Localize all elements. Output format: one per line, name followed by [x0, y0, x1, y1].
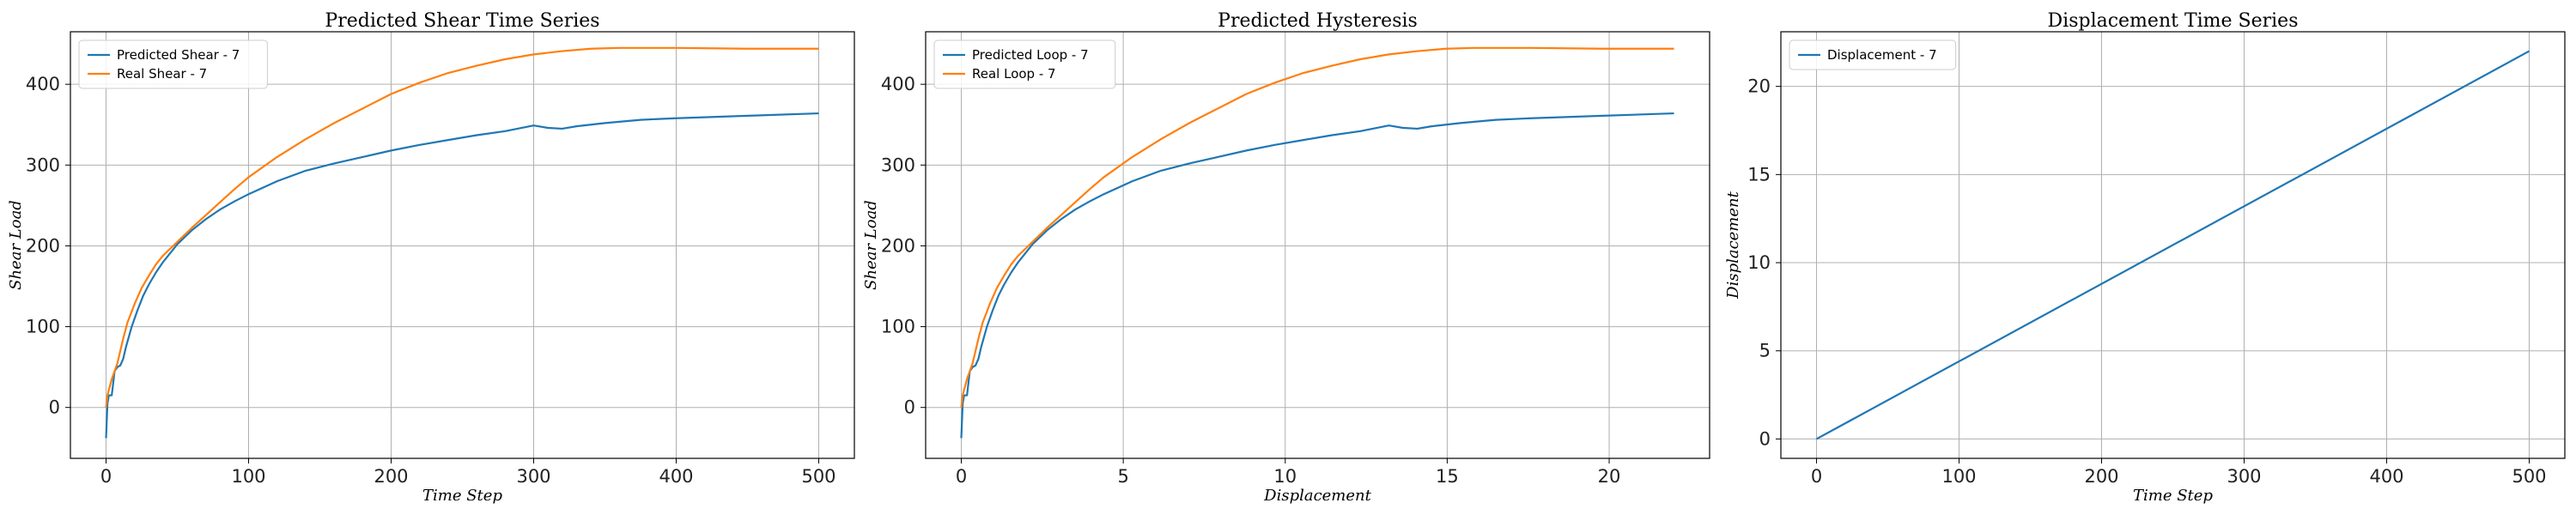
- y-tick-label: 300: [26, 154, 60, 175]
- legend-box: [933, 39, 1116, 89]
- series-line-2: [960, 46, 1674, 408]
- x-tick-label: 100: [231, 466, 265, 487]
- x-tick-label: 500: [2512, 466, 2546, 487]
- y-axis-label: Shear Load: [7, 200, 25, 290]
- y-tick-label: 400: [881, 74, 915, 94]
- plot-frame: [925, 31, 1710, 459]
- x-tick-label: 300: [2227, 466, 2261, 487]
- x-tick-label: 500: [801, 466, 835, 487]
- x-tick-label: 200: [374, 466, 408, 487]
- x-tick-label: 20: [1598, 466, 1621, 487]
- y-tick-label: 400: [26, 74, 60, 94]
- x-axis-label: Displacement: [1263, 487, 1371, 505]
- x-axis-label: Time Step: [422, 487, 502, 505]
- y-tick-label: 100: [26, 317, 60, 337]
- series-line-2: [105, 46, 819, 408]
- legend-label: Real Shear - 7: [117, 66, 207, 82]
- chart-title: Predicted Shear Time Series: [325, 10, 599, 32]
- plot-frame: [1780, 31, 2566, 459]
- y-tick-label: 0: [904, 397, 915, 418]
- x-tick-label: 400: [659, 466, 693, 487]
- series-line-1: [1815, 50, 2530, 440]
- x-tick-label: 0: [100, 466, 112, 487]
- x-tick-label: 10: [1273, 466, 1297, 487]
- x-tick-label: 0: [1811, 466, 1822, 487]
- y-tick-label: 0: [49, 397, 60, 418]
- legend-label: Real Loop - 7: [972, 66, 1056, 82]
- x-tick-label: 0: [956, 466, 967, 487]
- legend-box: [78, 39, 268, 89]
- x-tick-label: 100: [1941, 466, 1976, 487]
- y-tick-label: 20: [1747, 76, 1771, 97]
- y-tick-label: 300: [881, 154, 915, 175]
- x-tick-label: 15: [1436, 466, 1459, 487]
- y-tick-label: 5: [1759, 341, 1771, 361]
- chart-panel-1: 0 100 200 300 400 500 0 100 200 300 400 Predicted S…: [7, 10, 855, 505]
- chart-title: Predicted Hysteresis: [1218, 10, 1418, 32]
- y-tick-label: 10: [1747, 252, 1771, 273]
- chart-title: Displacement Time Series: [2048, 10, 2299, 32]
- legend-label: Predicted Shear - 7: [117, 47, 240, 63]
- x-axis-label: Time Step: [2133, 487, 2213, 505]
- chart-panel-3: 0 100 200 300 400 500 0 5 10 15 20 Displacement Tim…: [1724, 10, 2566, 505]
- y-tick-label: 100: [881, 317, 915, 337]
- x-tick-label: 200: [2084, 466, 2118, 487]
- x-tick-label: 300: [516, 466, 550, 487]
- series-line-1: [105, 112, 819, 439]
- y-tick-label: 15: [1747, 164, 1771, 185]
- y-tick-label: 200: [26, 235, 60, 256]
- legend-box: [1789, 39, 1957, 70]
- legend: Displacement - 7: [1789, 39, 1957, 70]
- series-line-1: [960, 112, 1674, 439]
- legend-label: Displacement - 7: [1827, 47, 1937, 63]
- y-tick-label: 0: [1759, 428, 1771, 449]
- x-tick-label: 400: [2369, 466, 2403, 487]
- legend-label: Predicted Loop - 7: [972, 47, 1089, 63]
- legend: Predicted Loop - 7 Real Loop - 7: [933, 39, 1116, 89]
- x-tick-label: 5: [1117, 466, 1128, 487]
- plot-frame: [70, 31, 855, 459]
- y-axis-label: Shear Load: [862, 200, 880, 290]
- legend: Predicted Shear - 7 Real Shear - 7: [78, 39, 268, 89]
- y-tick-label: 200: [881, 235, 915, 256]
- y-axis-label: Displacement: [1724, 191, 1742, 299]
